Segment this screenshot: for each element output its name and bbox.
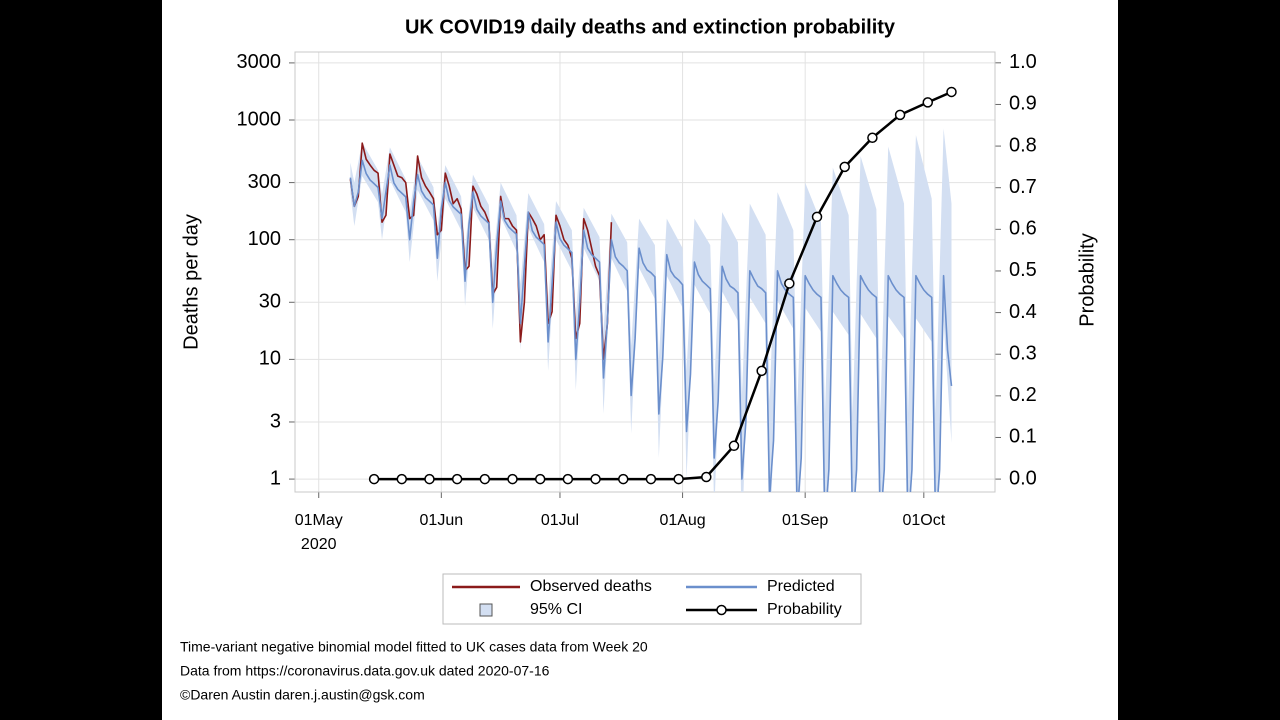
point: [368, 473, 380, 485]
y2-tick-label: 0.6: [1009, 218, 1037, 240]
legend-label: Probability: [767, 601, 842, 618]
point: [673, 473, 684, 485]
y2-tick-label: 0.5: [1009, 259, 1037, 281]
point: [645, 473, 657, 485]
y-tick-label: 3: [270, 410, 281, 432]
point: [534, 473, 546, 485]
data-layer: [349, 86, 957, 492]
footnote: Data from https://coronavirus.data.gov.u…: [180, 663, 550, 679]
point: [701, 471, 712, 483]
point: [839, 161, 850, 173]
point: [424, 473, 435, 485]
plot-area: 1 3 10 30 100 300 1000 3000 0.0 0.1 0.2 0.3 0.4 0.5 0.…: [237, 51, 1037, 618]
y-tick-label: 300: [248, 171, 281, 193]
y-tick-label: 3000: [237, 51, 282, 73]
point: [894, 109, 906, 121]
legend-box: [442, 573, 862, 625]
y2-tick-label: 0.4: [1009, 301, 1037, 323]
y-tick-label: 30: [259, 291, 281, 313]
legend-label: Predicted: [767, 578, 835, 595]
legend-label: 95% CI: [530, 601, 582, 618]
point: [396, 473, 408, 485]
x-tick-label: 01Aug: [659, 512, 705, 529]
point: [617, 473, 629, 485]
point: [811, 211, 823, 223]
y2-tick-label: 0.8: [1009, 134, 1037, 156]
y-tick-label: 1: [270, 467, 281, 489]
y2-tick-label: 1.0: [1009, 51, 1037, 73]
footnote: Time-variant negative binomial model fit…: [180, 639, 648, 655]
x-tick-label: 01Jun: [420, 512, 464, 529]
y2-tick-label: 0.3: [1009, 342, 1037, 364]
point: [451, 473, 463, 485]
chart-title: UK COVID19 daily deaths and extinction p…: [405, 16, 896, 38]
point: [756, 365, 767, 377]
y-tick-label: 10: [259, 348, 281, 370]
ci-band: [350, 128, 952, 492]
y-tick-label: 100: [248, 228, 281, 250]
series-line: [349, 142, 613, 361]
plot-frame: [294, 51, 996, 493]
point: [728, 440, 740, 452]
point: [784, 278, 795, 289]
point: [590, 473, 601, 485]
x-year-label: 2020: [301, 536, 337, 553]
point: [479, 473, 491, 485]
point: [946, 86, 957, 98]
y-axis-title: Deaths per day: [180, 214, 202, 350]
legend-swatch: [479, 603, 493, 617]
x-tick-label: 01May: [295, 512, 343, 529]
y2-tick-label: 0.9: [1009, 93, 1037, 115]
panel: [162, 0, 1118, 720]
point: [922, 97, 934, 108]
y2-tick-label: 0.2: [1009, 384, 1037, 406]
legend-label: Observed deaths: [530, 578, 652, 595]
point: [562, 473, 574, 485]
y2-tick-label: 0.7: [1009, 176, 1037, 198]
y2-tick-label: 0.1: [1009, 426, 1037, 448]
point: [507, 473, 518, 485]
y2-tick-label: 0.0: [1009, 467, 1037, 489]
y-tick-label: 1000: [237, 108, 282, 130]
x-tick-label: 01Sep: [782, 512, 828, 529]
series-line: [374, 90, 952, 481]
x-tick-label: 01Oct: [902, 512, 945, 529]
point: [867, 132, 878, 144]
y2-axis-title: Probability: [1076, 233, 1098, 326]
x-tick-label: 01Jul: [541, 512, 579, 529]
series-line: [349, 159, 953, 492]
footnote: ©Daren Austin daren.j.austin@gsk.com: [180, 687, 425, 703]
legend-swatch: [716, 604, 727, 616]
